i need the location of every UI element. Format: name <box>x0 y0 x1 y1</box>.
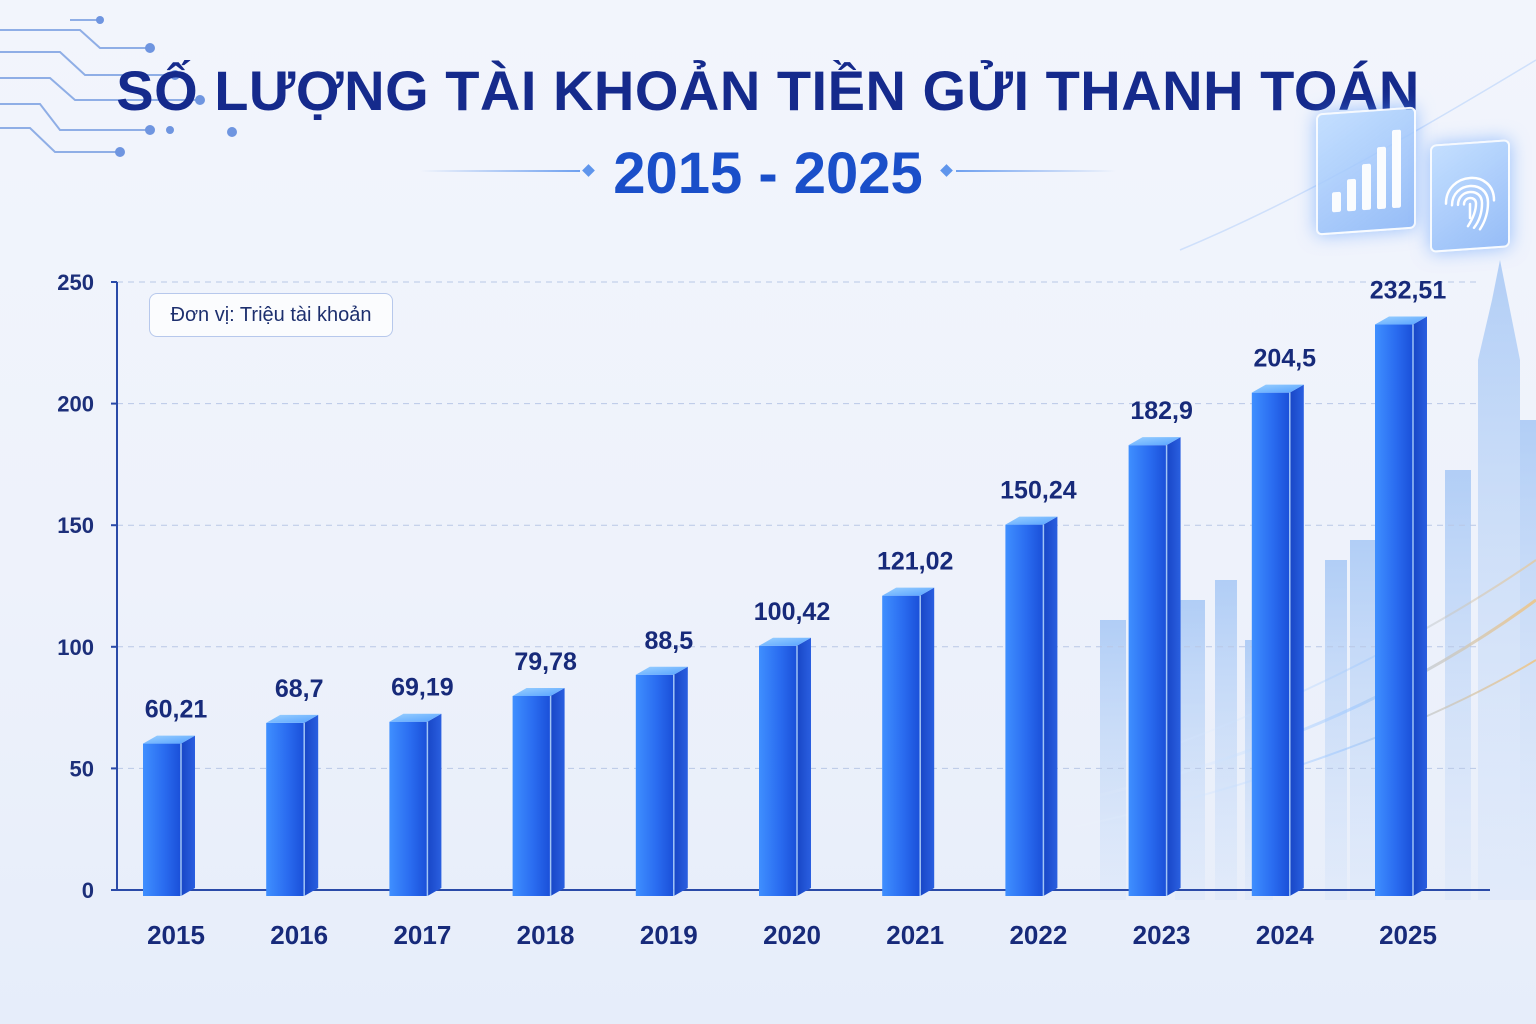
bar-front-face <box>882 595 921 896</box>
bar-top-face <box>389 713 442 722</box>
value-label: 68,7 <box>275 675 324 703</box>
value-label: 60,21 <box>145 696 208 724</box>
bar-front-face <box>389 721 428 896</box>
y-tick-label: 50 <box>70 756 94 781</box>
bar-side-face <box>1043 516 1058 896</box>
x-tick-label: 2016 <box>270 920 328 950</box>
y-tick-label: 150 <box>57 513 94 538</box>
bar-chart-tile-icon <box>1316 106 1416 236</box>
bar-front-face <box>1251 392 1290 896</box>
value-label: 232,51 <box>1370 277 1447 305</box>
title-ornament-right <box>956 170 1116 172</box>
bar-side-face <box>181 735 195 896</box>
x-tick-label: 2021 <box>886 920 944 950</box>
unit-label: Đơn vị: Triệu tài khoản <box>149 293 393 337</box>
fingerprint-tile-icon <box>1430 139 1510 253</box>
x-tick-label: 2023 <box>1133 920 1191 950</box>
circuit-lines-icon <box>0 19 200 153</box>
bar-side-face <box>920 587 935 896</box>
x-tick-label: 2018 <box>517 920 575 950</box>
bar-top-face <box>1375 316 1427 325</box>
bar-side-face <box>1166 437 1181 896</box>
chart-title: SỐ LƯỢNG TÀI KHOẢN TIỀN GỬI THANH TOÁN <box>116 59 1420 122</box>
y-tick-label: 0 <box>82 878 94 903</box>
x-tick-label: 2024 <box>1256 920 1314 950</box>
bar-2021 <box>882 587 935 896</box>
value-label: 182,9 <box>1130 397 1193 425</box>
bar-2022 <box>1005 516 1058 896</box>
bar-front-face <box>266 722 305 896</box>
title-ornament-left <box>420 170 580 172</box>
bar-side-face <box>673 666 688 896</box>
bar-2017 <box>389 713 442 896</box>
value-label: 69,19 <box>391 674 454 702</box>
bar-side-face <box>1289 384 1304 896</box>
bar-front-face <box>635 674 674 896</box>
y-tick-label: 200 <box>57 392 94 417</box>
y-tick-label: 250 <box>57 270 94 295</box>
chart-subtitle: 2015 - 2025 <box>613 141 923 206</box>
bar-2024 <box>1251 384 1304 896</box>
bar-top-face <box>635 666 688 675</box>
value-label: 150,24 <box>1000 477 1077 505</box>
bar-top-face <box>759 637 811 646</box>
bar-front-face <box>143 743 181 896</box>
x-tick-label: 2017 <box>393 920 451 950</box>
bar-2023 <box>1128 437 1181 896</box>
value-label: 204,5 <box>1254 345 1317 373</box>
x-tick-label: 2022 <box>1009 920 1067 950</box>
bar-2016 <box>266 714 319 896</box>
bar-2018 <box>512 687 565 896</box>
x-tick-label: 2015 <box>147 920 205 950</box>
bar-top-face <box>1005 516 1058 525</box>
bar-2020 <box>759 637 811 896</box>
bar-top-face <box>882 587 935 596</box>
bar-side-face <box>304 714 319 896</box>
value-label: 121,02 <box>877 548 953 576</box>
bar-top-face <box>1251 384 1304 393</box>
bar-front-face <box>512 695 551 896</box>
bar-front-face <box>1128 445 1167 896</box>
bar-side-face <box>1413 316 1427 897</box>
bar-2025 <box>1375 316 1427 897</box>
bar-top-face <box>512 687 565 696</box>
x-tick-label: 2019 <box>640 920 698 950</box>
bar-front-face <box>1005 524 1044 896</box>
bar-front-face <box>759 645 797 896</box>
bar-front-face <box>1375 324 1413 897</box>
bar-top-face <box>266 714 319 723</box>
bar-2019 <box>635 666 688 896</box>
bar-top-face <box>1128 437 1181 446</box>
bar-side-face <box>550 687 565 896</box>
bar-side-face <box>427 713 442 896</box>
y-tick-label: 100 <box>57 635 94 660</box>
x-tick-label: 2025 <box>1379 920 1437 950</box>
value-label: 100,42 <box>754 598 830 626</box>
value-label: 88,5 <box>644 627 693 655</box>
bar-2015 <box>143 735 195 896</box>
bar-top-face <box>143 735 195 744</box>
x-tick-label: 2020 <box>763 920 821 950</box>
value-label: 79,78 <box>514 648 577 676</box>
bar-side-face <box>797 637 811 896</box>
